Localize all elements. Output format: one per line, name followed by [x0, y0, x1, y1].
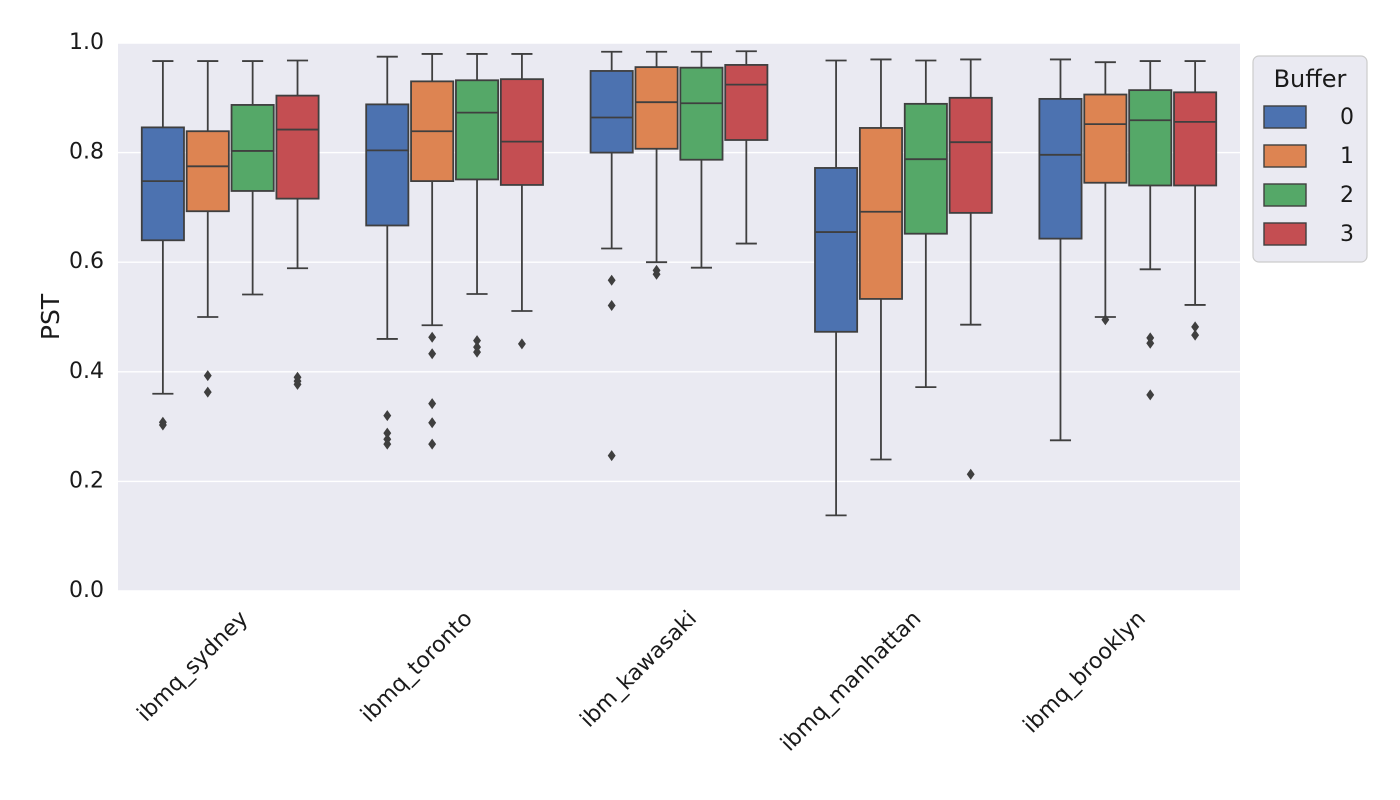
box-ibmq_toronto-buffer-0 — [365, 55, 410, 450]
legend-swatch — [1263, 144, 1307, 168]
y-tick-label: 0.0 — [69, 578, 104, 603]
outlier-point — [652, 264, 661, 276]
box-ibmq_brooklyn-buffer-0 — [1038, 58, 1083, 442]
x-tick-label: ibm_kawasaki — [576, 606, 702, 732]
iqr-box — [724, 64, 769, 141]
box-ibm_kawasaki-buffer-0 — [589, 50, 634, 462]
y-tick-label: 0.8 — [69, 140, 104, 165]
iqr-box — [589, 70, 634, 154]
legend-swatch — [1263, 183, 1307, 207]
box-ibmq_manhattan-buffer-3 — [948, 58, 993, 480]
iqr-box — [140, 126, 185, 242]
box-ibmq_toronto-buffer-2 — [455, 53, 500, 358]
boxes — [140, 50, 1218, 517]
outlier-point — [517, 338, 526, 350]
y-tick-label: 0.4 — [69, 359, 104, 384]
outlier-point — [383, 410, 392, 422]
outlier-point — [428, 417, 437, 429]
outlier-point — [1191, 321, 1200, 333]
box-ibmq_toronto-buffer-1 — [410, 53, 455, 450]
box-ibmq_manhattan-buffer-2 — [903, 59, 948, 389]
outlier-point — [473, 335, 481, 347]
box-ibmq_sydney-buffer-0 — [140, 60, 185, 431]
outlier-point — [1146, 389, 1155, 401]
y-tick-label: 1.0 — [69, 30, 104, 55]
y-tick-labels: 0.0 0.2 0.4 0.6 0.8 1.0 — [69, 30, 104, 603]
outlier-point — [203, 370, 212, 382]
iqr-box — [185, 130, 230, 213]
box-ibmq_sydney-buffer-3 — [275, 59, 320, 390]
outlier-point — [383, 433, 392, 445]
outlier-point — [428, 348, 437, 360]
outlier-point — [293, 371, 302, 383]
box-ibmq_sydney-buffer-1 — [185, 60, 230, 398]
outlier-point — [607, 450, 616, 462]
iqr-box — [275, 94, 320, 200]
legend-label: 1 — [1340, 144, 1354, 169]
box-ibmq_brooklyn-buffer-1 — [1083, 61, 1128, 326]
x-tick-label: ibmq_toronto — [356, 606, 477, 727]
legend-swatch — [1263, 105, 1307, 129]
iqr-box — [1173, 91, 1218, 187]
iqr-box — [903, 102, 948, 235]
y-axis-title: PST — [36, 293, 65, 340]
box-ibmq_sydney-buffer-2 — [230, 60, 275, 296]
legend-label: 2 — [1340, 183, 1354, 208]
outlier-point — [1101, 314, 1110, 326]
iqr-box — [948, 96, 993, 214]
x-tick-label: ibmq_sydney — [133, 606, 254, 727]
box-ibmq_brooklyn-buffer-2 — [1128, 60, 1173, 401]
legend-label: 0 — [1340, 105, 1354, 130]
outlier-point — [428, 331, 437, 343]
box-ibmq_toronto-buffer-3 — [499, 53, 544, 350]
x-tick-label: ibmq_brooklyn — [1019, 606, 1151, 738]
outlier-point — [473, 341, 481, 353]
iqr-box — [1128, 89, 1173, 187]
iqr-box — [230, 104, 275, 192]
iqr-box — [499, 78, 544, 186]
legend: Buffer 0 1 2 3 — [1252, 55, 1368, 263]
outlier-point — [1146, 332, 1155, 344]
box-ibm_kawasaki-buffer-3 — [724, 50, 769, 245]
iqr-box — [634, 66, 679, 150]
grid-lines — [118, 42, 1240, 592]
iqr-box — [1083, 93, 1128, 184]
iqr-box — [679, 66, 724, 161]
legend-swatch — [1263, 222, 1307, 246]
box-ibm_kawasaki-buffer-1 — [634, 50, 679, 280]
box-ibm_kawasaki-buffer-2 — [679, 50, 724, 269]
outlier-point — [966, 468, 975, 480]
x-tick-label: ibmq_manhattan — [776, 606, 926, 756]
outlier-point — [428, 398, 437, 410]
box-ibmq_manhattan-buffer-0 — [814, 59, 859, 517]
legend-entries: 0 1 2 3 — [1263, 105, 1354, 247]
y-tick-label: 0.6 — [69, 249, 104, 274]
legend-label: 3 — [1340, 222, 1354, 247]
outlier-point — [607, 299, 616, 311]
box-ibmq_brooklyn-buffer-3 — [1173, 60, 1218, 341]
iqr-box — [455, 79, 500, 181]
outlier-point — [383, 427, 392, 439]
outlier-point — [607, 274, 616, 286]
outlier-point — [203, 386, 212, 398]
y-tick-label: 0.2 — [69, 468, 104, 493]
legend-title: Buffer — [1274, 65, 1347, 93]
outlier-point — [1191, 329, 1200, 341]
iqr-box — [858, 127, 903, 300]
outlier-point — [428, 438, 437, 450]
x-tick-labels: ibmq_sydney ibmq_toronto ibm_kawasaki ibmq_… — [133, 606, 1151, 756]
box-ibmq_manhattan-buffer-1 — [858, 58, 903, 461]
outlier-point — [158, 416, 167, 428]
iqr-box — [814, 167, 859, 333]
iqr-box — [365, 103, 410, 227]
iqr-box — [1038, 97, 1083, 240]
